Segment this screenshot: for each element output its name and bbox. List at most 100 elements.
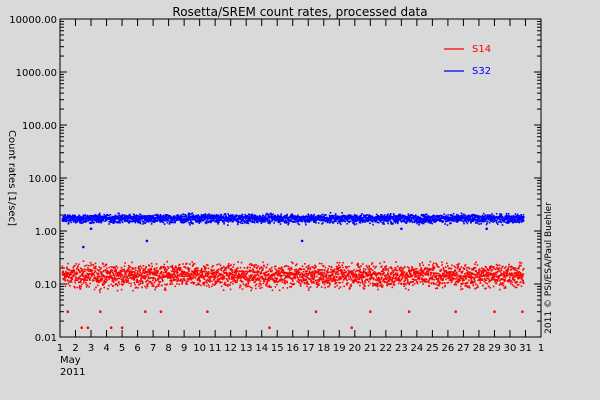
data-point <box>261 269 264 271</box>
data-point <box>473 273 476 275</box>
data-point <box>179 219 181 221</box>
data-point <box>88 278 91 280</box>
data-point <box>492 279 495 281</box>
data-point <box>109 216 111 219</box>
data-point <box>421 277 423 279</box>
data-point <box>74 214 76 217</box>
data-point <box>136 281 138 283</box>
data-point <box>361 274 364 276</box>
data-point <box>351 274 354 276</box>
data-point <box>427 274 429 277</box>
data-point <box>151 265 153 268</box>
data-point <box>297 278 300 281</box>
data-point <box>408 283 411 286</box>
data-point <box>80 285 82 288</box>
data-point <box>415 275 418 278</box>
data-point <box>428 281 431 284</box>
data-point <box>152 217 154 219</box>
data-point <box>176 275 179 278</box>
data-point <box>125 279 127 281</box>
data-point <box>184 213 187 216</box>
data-point <box>380 283 382 285</box>
data-point <box>191 216 194 219</box>
data-point <box>417 276 419 279</box>
data-point <box>357 278 359 280</box>
data-point <box>354 275 356 277</box>
data-point <box>177 279 179 281</box>
data-point <box>433 266 436 269</box>
data-point <box>215 214 218 216</box>
data-point <box>156 267 158 269</box>
data-point <box>453 274 455 276</box>
data-point <box>367 271 370 273</box>
data-point <box>312 272 314 274</box>
data-point <box>99 275 101 278</box>
data-point <box>337 273 340 276</box>
data-point <box>506 271 508 274</box>
data-point <box>246 276 248 279</box>
data-point <box>123 275 126 277</box>
data-point <box>101 274 104 277</box>
data-point <box>88 268 90 271</box>
data-point <box>443 272 445 275</box>
data-point <box>137 281 139 284</box>
data-point <box>506 273 508 275</box>
data-point <box>166 272 168 275</box>
data-point <box>154 280 157 282</box>
data-point <box>372 283 374 285</box>
data-point <box>223 223 225 225</box>
data-point <box>148 218 151 221</box>
data-point <box>75 276 77 278</box>
data-point <box>262 218 264 220</box>
data-point <box>176 282 178 285</box>
data-point <box>87 270 90 272</box>
data-point <box>70 271 72 273</box>
data-point <box>513 279 516 281</box>
outlier-point <box>369 310 372 314</box>
data-point <box>441 275 443 277</box>
data-point <box>167 275 169 278</box>
data-point <box>224 284 227 286</box>
data-point <box>184 279 186 282</box>
data-point <box>380 278 383 280</box>
data-point <box>208 271 210 273</box>
data-point <box>171 283 174 285</box>
data-point <box>310 275 312 278</box>
data-point <box>468 285 470 287</box>
data-point <box>138 280 141 282</box>
data-point <box>490 279 492 282</box>
data-point <box>100 267 103 269</box>
data-point <box>230 216 232 218</box>
data-point <box>444 285 447 287</box>
data-point <box>291 273 294 275</box>
data-point <box>421 281 424 283</box>
data-point <box>169 283 171 286</box>
data-point <box>183 276 185 278</box>
data-point <box>270 215 273 218</box>
data-point <box>202 277 205 280</box>
data-point <box>516 281 518 283</box>
data-point <box>336 261 339 264</box>
data-point <box>362 282 364 285</box>
data-point <box>67 214 69 216</box>
data-point <box>188 270 190 272</box>
data-point <box>518 264 521 267</box>
data-point <box>327 277 330 280</box>
data-point <box>144 269 146 271</box>
data-point <box>133 282 136 284</box>
data-point <box>68 274 71 277</box>
data-point <box>128 271 131 273</box>
data-point <box>183 272 185 274</box>
data-point <box>467 271 469 273</box>
data-point <box>346 279 348 282</box>
data-point <box>71 214 74 217</box>
data-point <box>319 278 321 280</box>
data-point <box>205 221 208 223</box>
data-point <box>330 274 332 277</box>
data-point <box>231 269 234 271</box>
data-point <box>261 286 263 289</box>
data-point <box>395 261 397 263</box>
data-point <box>143 271 146 274</box>
data-point <box>229 269 232 271</box>
data-point <box>491 277 494 280</box>
